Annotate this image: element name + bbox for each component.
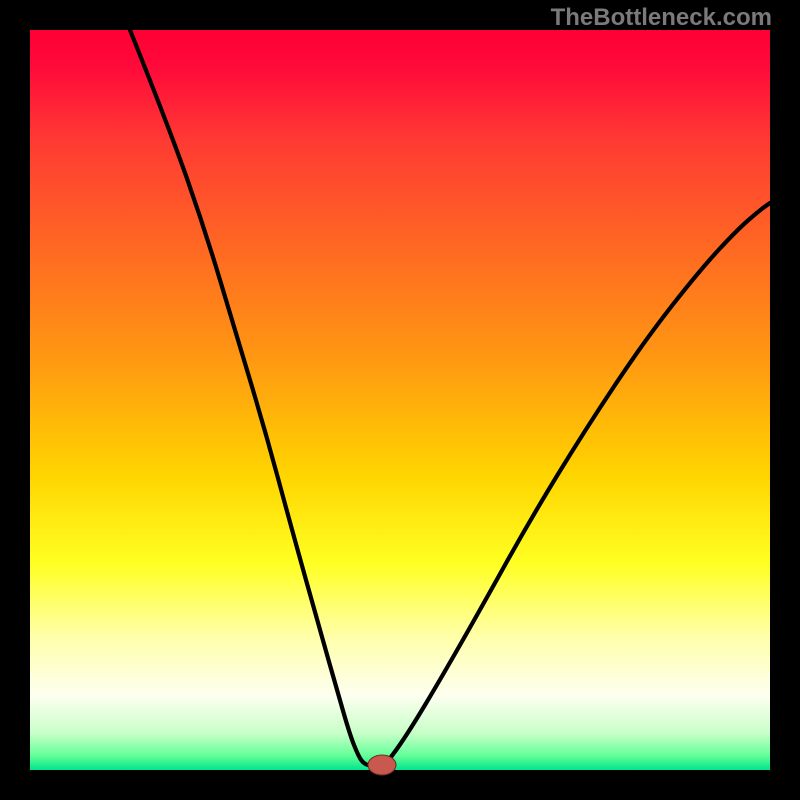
bottleneck-marker bbox=[368, 755, 396, 775]
watermark-text: TheBottleneck.com bbox=[551, 4, 772, 32]
bottleneck-curve bbox=[30, 30, 770, 770]
figure-canvas: TheBottleneck.com bbox=[0, 0, 800, 800]
curve-path bbox=[130, 30, 770, 766]
plot-area bbox=[30, 30, 770, 770]
